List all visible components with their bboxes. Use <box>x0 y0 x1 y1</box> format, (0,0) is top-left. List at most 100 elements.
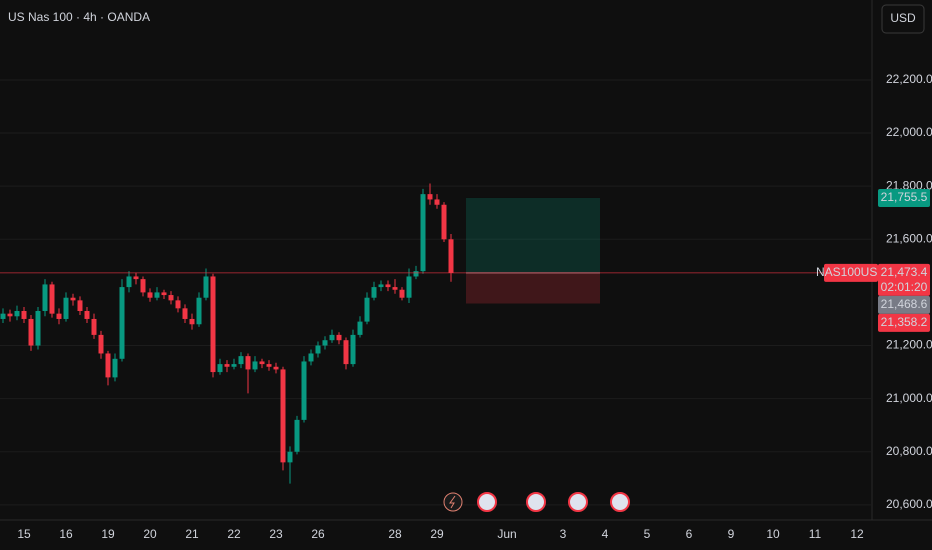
event-icon[interactable] <box>443 492 463 512</box>
candle-body <box>126 276 132 288</box>
candle-body <box>441 204 447 240</box>
candle-body <box>0 313 6 319</box>
candle-body <box>14 310 20 317</box>
price-tag-label: 21,755.5 <box>881 190 928 204</box>
candle-body <box>77 300 83 311</box>
candle-body <box>119 287 125 359</box>
candle-body <box>42 284 48 311</box>
candle-body <box>371 287 377 298</box>
x-tick-label: 9 <box>728 527 735 541</box>
candle-body <box>413 271 419 277</box>
x-tick-label: 4 <box>602 527 609 541</box>
x-tick-label: 20 <box>143 527 157 541</box>
y-tick-label: 21,200.0 <box>886 338 932 352</box>
candle-body <box>420 194 426 272</box>
x-tick-label: 3 <box>560 527 567 541</box>
x-tick-label: 23 <box>269 527 283 541</box>
event-icon[interactable] <box>526 492 546 512</box>
candle-body <box>63 297 69 319</box>
candle-body <box>308 353 314 362</box>
candle-body <box>189 318 195 325</box>
candle-body <box>7 313 13 317</box>
candle-body <box>35 310 41 346</box>
candle-body <box>322 340 328 346</box>
event-icon[interactable] <box>477 492 497 512</box>
candle-body <box>238 356 244 365</box>
symbol-tag-box <box>824 263 878 282</box>
candle-body <box>434 199 440 205</box>
price-tag <box>878 188 930 207</box>
candle-body <box>133 276 139 280</box>
event-icons <box>443 492 630 512</box>
candle-body <box>315 345 321 354</box>
candle-body <box>287 451 293 463</box>
price-tag-label: 21,468.6 <box>881 297 928 311</box>
x-tick-label: 22 <box>227 527 241 541</box>
price-tag <box>878 295 930 314</box>
x-tick-label: 29 <box>430 527 444 541</box>
candle-body <box>147 292 153 298</box>
candle-body <box>252 361 258 370</box>
candle-body <box>182 308 188 319</box>
x-tick-label: 16 <box>59 527 73 541</box>
x-tick-label: 12 <box>850 527 864 541</box>
candle-body <box>427 194 433 200</box>
candle-body <box>175 300 181 309</box>
candle-body <box>28 318 34 346</box>
candle-body <box>266 364 272 367</box>
x-tick-label: 21 <box>185 527 199 541</box>
candle-body <box>385 284 391 288</box>
x-tick-label: 28 <box>388 527 402 541</box>
candle-body <box>210 276 216 373</box>
candle-body <box>406 276 412 298</box>
y-tick-label: 20,800.0 <box>886 444 932 458</box>
candle-body <box>70 297 76 301</box>
candle-body <box>364 297 370 322</box>
countdown: 02:01:20 <box>881 280 928 294</box>
candle-body <box>280 369 286 463</box>
candle-body <box>112 358 118 378</box>
candle-body <box>98 334 104 354</box>
candle-body <box>231 364 237 367</box>
candle-body <box>378 284 384 288</box>
y-tick-label: 21,600.0 <box>886 231 932 245</box>
event-icon[interactable] <box>568 492 588 512</box>
y-tick-label: 20,600.0 <box>886 497 932 511</box>
candle-body <box>259 361 265 365</box>
stop-zone <box>466 272 600 304</box>
candle-body <box>154 292 160 298</box>
x-tick-label: 19 <box>101 527 115 541</box>
candle-body <box>168 295 174 301</box>
x-tick-label: Jun <box>497 527 516 541</box>
candle-body <box>91 318 97 335</box>
candle-body <box>196 297 202 325</box>
candle-body <box>329 334 335 341</box>
y-tick-label: 22,000.0 <box>886 125 932 139</box>
candle-body <box>84 310 90 319</box>
candle-body <box>217 364 223 373</box>
currency-button[interactable] <box>881 4 925 34</box>
x-tick-label: 15 <box>17 527 31 541</box>
candle-body <box>21 310 27 319</box>
candle-body <box>56 313 62 319</box>
chart-title: US Nas 100 · 4h · OANDA <box>8 10 150 24</box>
symbol-tag: NAS100USD <box>816 265 886 279</box>
x-tick-label: 26 <box>311 527 325 541</box>
x-tick-label: 10 <box>766 527 780 541</box>
candle-body <box>357 321 363 335</box>
event-icon[interactable] <box>610 492 630 512</box>
candle-body <box>399 289 405 298</box>
candle-body <box>350 334 356 365</box>
candle-body <box>336 334 342 341</box>
candle-body <box>140 279 146 293</box>
candle-body <box>343 340 349 365</box>
candle-body <box>161 292 167 296</box>
candle-body <box>245 356 251 370</box>
currency-label[interactable]: USD <box>890 11 916 25</box>
price-tag-label: 21,358.2 <box>881 315 928 329</box>
price-tag-label: 21,473.4 <box>881 265 928 279</box>
price-tag <box>878 313 930 332</box>
candle-body <box>301 361 307 420</box>
candle-body <box>224 364 230 367</box>
